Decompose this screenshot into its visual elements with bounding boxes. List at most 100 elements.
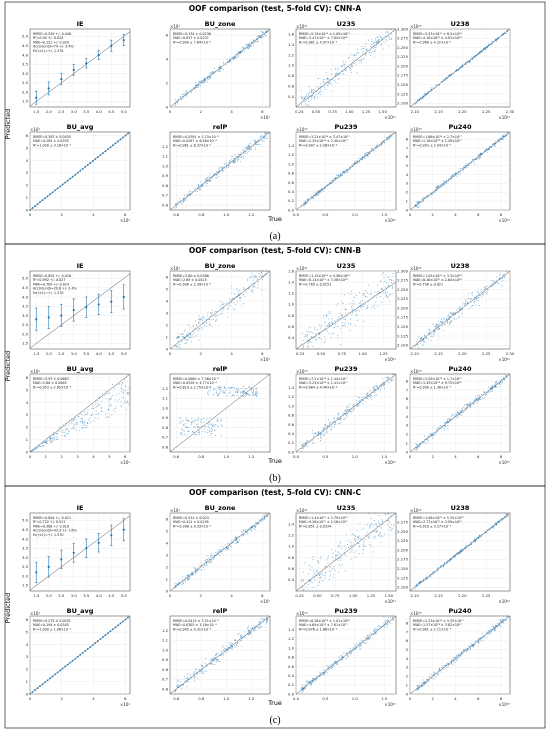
data-point bbox=[117, 140, 119, 143]
data-point bbox=[60, 314, 63, 317]
data-point bbox=[330, 574, 332, 576]
x-tick-label: 0.50 bbox=[317, 351, 326, 356]
data-point bbox=[450, 558, 452, 560]
data-point bbox=[378, 144, 380, 146]
x-axis-multiplier: ×10²² bbox=[498, 115, 510, 120]
x-tick-label: 2.15 bbox=[434, 593, 443, 598]
data-point bbox=[495, 281, 497, 283]
data-point bbox=[239, 390, 241, 392]
data-point bbox=[349, 167, 351, 169]
data-point bbox=[198, 433, 200, 436]
data-point bbox=[361, 305, 364, 307]
data-point bbox=[183, 579, 185, 581]
data-point bbox=[314, 586, 316, 588]
data-point bbox=[496, 524, 498, 526]
data-point bbox=[242, 531, 244, 533]
data-point bbox=[185, 336, 187, 338]
data-point bbox=[236, 52, 238, 54]
data-point bbox=[326, 314, 328, 316]
data-point bbox=[450, 313, 452, 315]
data-point bbox=[307, 198, 309, 200]
data-point bbox=[455, 413, 457, 415]
data-point bbox=[355, 536, 357, 538]
data-point bbox=[390, 134, 392, 136]
data-point bbox=[64, 181, 67, 184]
data-point bbox=[75, 424, 77, 426]
data-point bbox=[320, 576, 322, 579]
data-point bbox=[348, 170, 350, 172]
data-point bbox=[309, 327, 311, 329]
data-point bbox=[312, 336, 314, 338]
data-point bbox=[481, 153, 483, 155]
data-point bbox=[211, 433, 213, 435]
y-tick-label: 0.8 bbox=[162, 425, 169, 430]
data-points bbox=[414, 374, 508, 451]
data-point bbox=[341, 316, 343, 318]
data-point bbox=[369, 151, 371, 153]
data-point bbox=[218, 68, 220, 70]
data-point bbox=[75, 429, 77, 431]
data-point bbox=[56, 187, 59, 190]
data-point bbox=[345, 548, 347, 550]
data-point bbox=[314, 431, 316, 433]
data-point bbox=[317, 93, 319, 95]
data-point bbox=[447, 76, 449, 78]
data-point bbox=[224, 168, 226, 170]
data-point bbox=[241, 51, 243, 53]
y-tick-label: 0.4 bbox=[288, 431, 295, 436]
data-point bbox=[195, 86, 197, 88]
data-point bbox=[221, 310, 223, 312]
data-point bbox=[242, 150, 244, 152]
data-point bbox=[324, 566, 326, 568]
data-point bbox=[210, 559, 212, 561]
data-point bbox=[432, 573, 434, 575]
data-point bbox=[230, 546, 232, 548]
data-point bbox=[444, 563, 446, 565]
data-point bbox=[247, 392, 249, 394]
data-point bbox=[317, 561, 320, 563]
y-tick-label: 1.5 bbox=[22, 583, 29, 588]
data-point bbox=[492, 526, 494, 528]
x-tick-label: 4.0 bbox=[96, 593, 103, 598]
data-point bbox=[450, 175, 452, 178]
data-point bbox=[257, 34, 260, 36]
data-point bbox=[326, 329, 328, 331]
data-point bbox=[363, 47, 365, 49]
y-axis-multiplier: ×10²² bbox=[410, 266, 422, 271]
data-point bbox=[495, 41, 497, 43]
data-point bbox=[264, 517, 266, 519]
data-point bbox=[210, 425, 212, 427]
data-point bbox=[365, 152, 368, 154]
x-tick-label: 1.0 bbox=[352, 212, 359, 217]
data-point bbox=[190, 326, 192, 329]
data-point bbox=[243, 287, 245, 289]
data-point bbox=[334, 326, 336, 329]
data-point bbox=[365, 534, 367, 536]
data-point bbox=[221, 303, 223, 305]
data-point bbox=[178, 583, 180, 585]
data-point bbox=[357, 60, 359, 62]
data-point bbox=[217, 386, 219, 388]
data-point bbox=[389, 521, 391, 523]
data-point bbox=[220, 545, 222, 547]
data-point bbox=[122, 39, 125, 42]
data-point bbox=[427, 440, 429, 442]
data-point bbox=[505, 135, 507, 137]
data-point bbox=[375, 522, 377, 525]
data-point bbox=[499, 519, 501, 521]
data-point bbox=[304, 334, 306, 336]
data-point bbox=[311, 91, 313, 93]
y-tick-label: 0.0 bbox=[288, 207, 295, 212]
data-point bbox=[57, 433, 59, 435]
stats-annotation: MAE=0.221 +/- 0.029 bbox=[33, 40, 69, 44]
data-point bbox=[351, 548, 353, 551]
stats-annotation: MAE=0.709 +/- 0.024 bbox=[33, 282, 69, 286]
data-point bbox=[201, 569, 203, 571]
data-point bbox=[105, 412, 107, 414]
x-tick-label: 0.0 bbox=[293, 454, 300, 459]
data-point bbox=[264, 133, 266, 135]
data-point bbox=[332, 556, 334, 558]
data-point bbox=[324, 424, 326, 426]
data-point bbox=[345, 534, 347, 536]
